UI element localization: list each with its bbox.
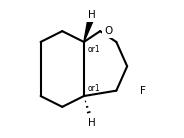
Text: H: H [88, 10, 96, 20]
Text: H: H [88, 118, 96, 128]
Text: or1: or1 [88, 45, 101, 54]
Text: or1: or1 [88, 84, 101, 93]
Text: O: O [104, 26, 112, 36]
Polygon shape [84, 14, 95, 42]
Text: F: F [140, 86, 146, 96]
